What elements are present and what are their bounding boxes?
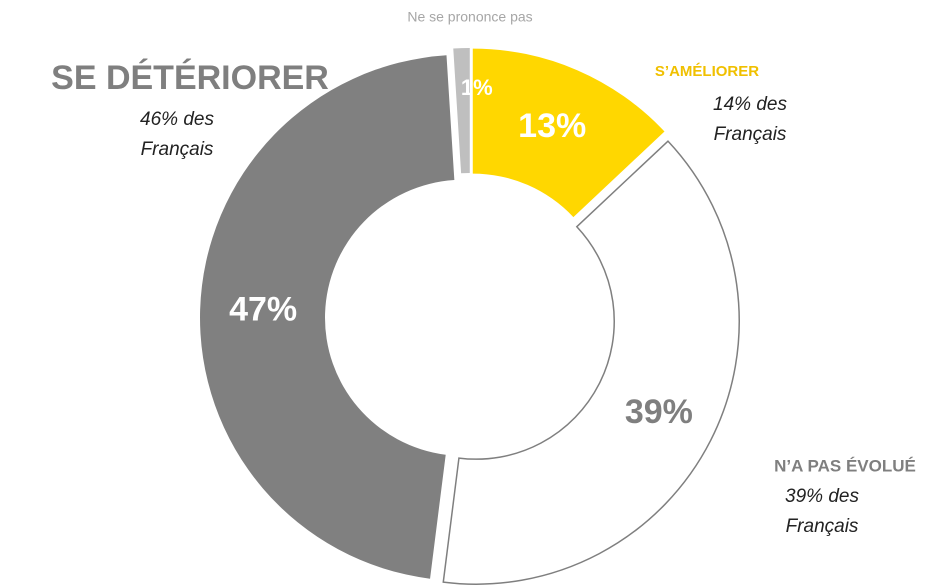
donut-segment: [200, 55, 455, 579]
donut-segment: [442, 140, 740, 585]
category-label: Ne se prononce pas: [407, 9, 532, 25]
value-label: 39%: [625, 393, 693, 431]
annotation: Français: [786, 516, 859, 537]
value-label: 1%: [461, 75, 493, 100]
annotation: 14% des: [713, 94, 787, 115]
value-label: 13%: [518, 107, 586, 145]
annotation: Français: [714, 124, 787, 145]
donut-segment: [472, 48, 665, 218]
annotation: Français: [141, 139, 214, 160]
category-label: S’AMÉLIORER: [655, 63, 759, 80]
category-label: SE DÉTÉRIORER: [51, 59, 329, 97]
annotation: 46% des: [140, 109, 214, 130]
value-label: 47%: [229, 290, 297, 328]
annotation: 39% des: [785, 486, 859, 507]
donut-segment: [453, 48, 470, 174]
category-label: N’A PAS ÉVOLUÉ: [774, 456, 916, 475]
